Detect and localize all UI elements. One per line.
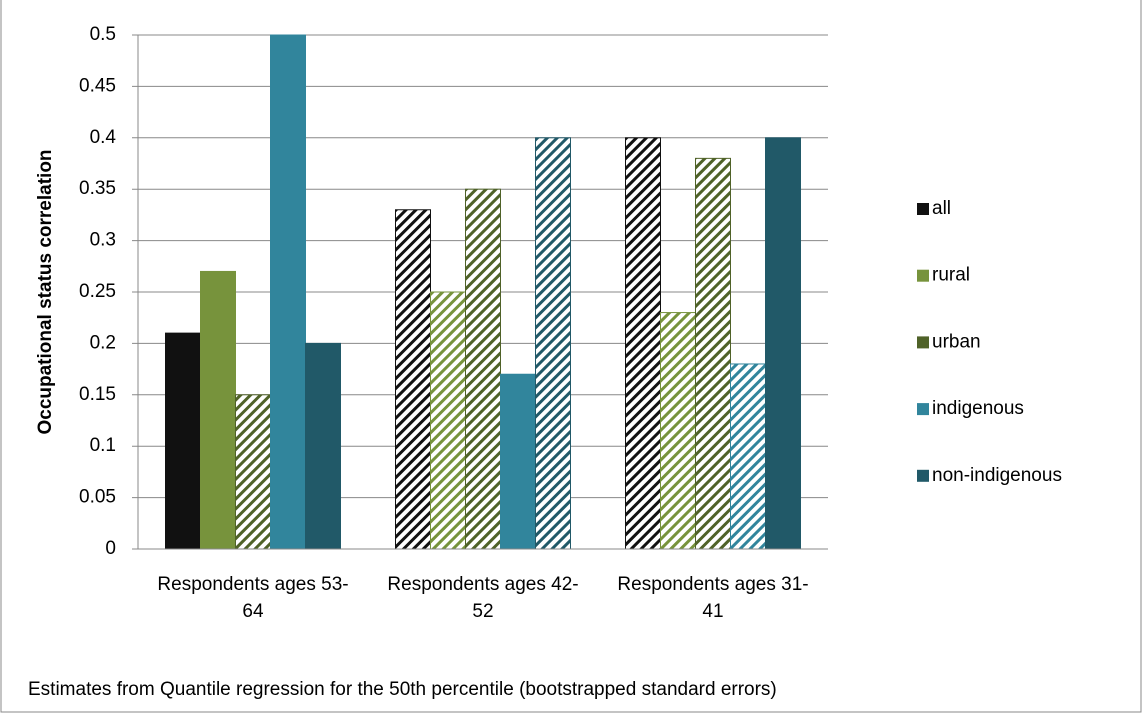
legend-label: rural [932,265,970,286]
legend-label: urban [932,331,981,352]
legend-swatch [917,403,929,416]
note: Estimates from Quantile regression for t… [28,679,777,700]
bar [305,342,341,550]
legend-swatch [917,469,929,482]
legend-label: indigenous [932,398,1024,419]
bar [395,209,431,550]
bar [270,34,306,550]
bar [430,291,466,550]
y-tick-label: 0.1 [90,435,116,456]
legend-swatch [917,269,929,282]
bar [660,312,696,550]
legend-swatch [917,203,929,215]
legend-label: non-indigenous [932,465,1062,486]
y-tick-label: 0.25 [79,281,116,302]
legend-label: all [932,198,951,219]
bar [235,394,271,550]
bar [165,332,201,550]
y-tick-label: 0.3 [90,230,116,251]
bar [535,137,571,550]
bar [730,363,766,550]
y-tick-label: 0.5 [90,24,116,45]
bar [625,137,661,550]
x-tick-label: Respondents ages 42-52 [387,574,579,622]
y-tick-label: 0.05 [79,487,116,508]
bar [200,270,236,550]
y-tick-label: 0.35 [79,178,116,199]
bar [695,157,731,550]
bar [765,137,801,550]
y-tick-label: 0.15 [79,384,116,405]
bar [465,188,501,550]
y-tick-label: 0.45 [79,75,116,96]
y-tick-label: 0.2 [90,332,116,353]
x-tick-label: Respondents ages 31-41 [617,574,809,622]
x-tick-label: Respondents ages 53-64 [157,574,349,622]
bar [500,373,536,550]
y-axis-label: Occupational status correlation [35,149,56,434]
y-tick-label: 0 [105,538,116,559]
legend-swatch [917,336,929,349]
y-tick-label: 0.4 [90,127,117,148]
